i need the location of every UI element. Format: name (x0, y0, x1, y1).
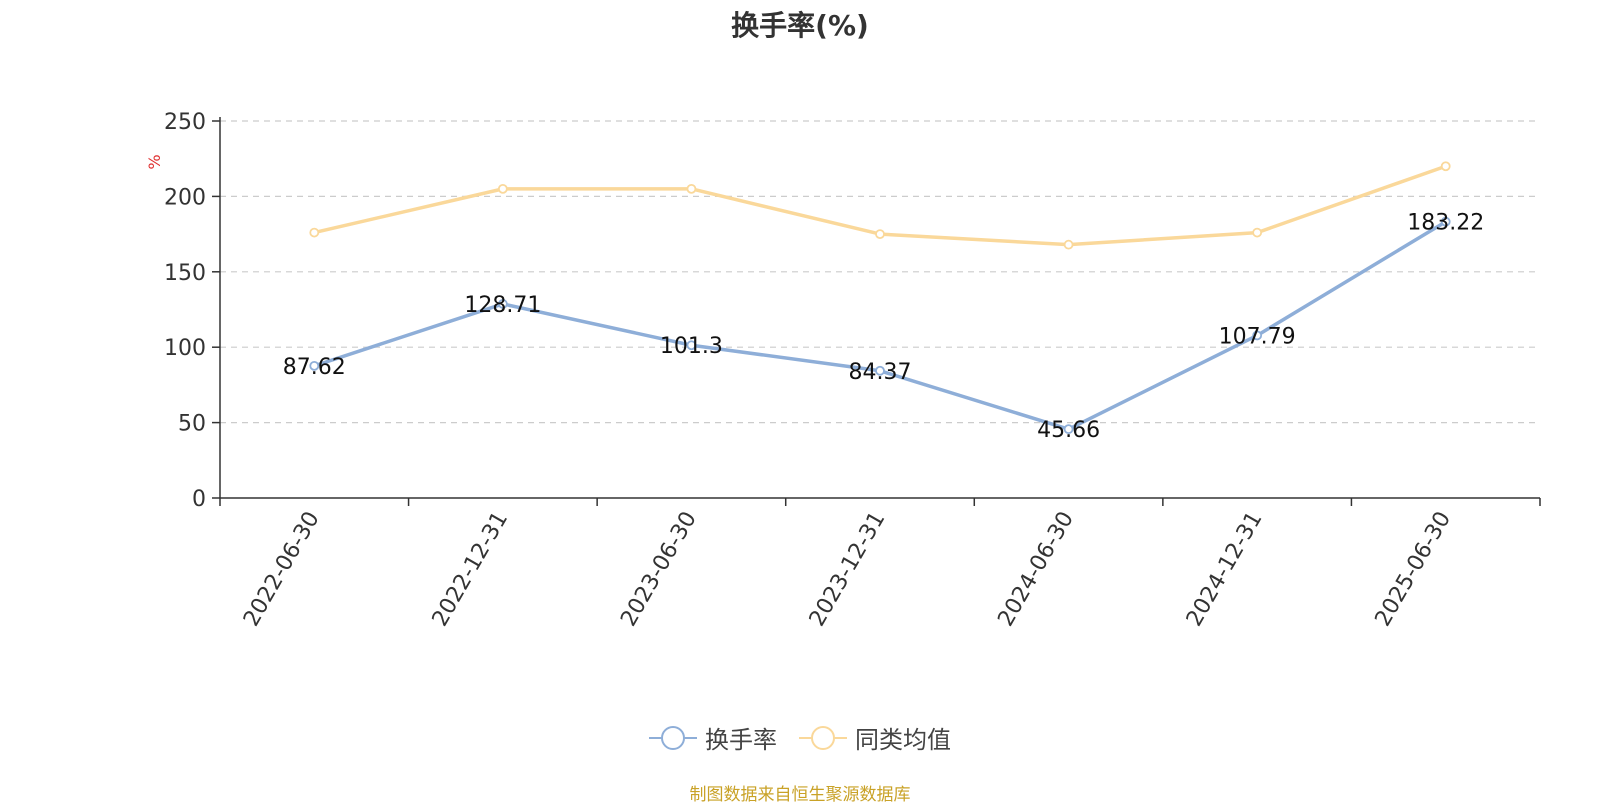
data-point (1252, 330, 1263, 341)
y-tick-label: 50 (178, 412, 206, 437)
data-label: 101.3 (660, 334, 723, 359)
y-tick-label: 100 (164, 336, 206, 361)
x-tick-label: 2023-06-30 (616, 508, 702, 631)
data-point (875, 229, 885, 240)
y-tick-label: 0 (192, 487, 206, 512)
x-tick-label: 2025-06-30 (1371, 508, 1457, 631)
data-point (1252, 227, 1263, 238)
series (309, 161, 1451, 435)
legend-item[interactable]: 换手率 (649, 720, 777, 755)
data-point (686, 340, 697, 351)
y-axis-unit-label: % (145, 154, 164, 169)
data-label: 183.22 (1407, 211, 1484, 236)
data-label: 128.71 (464, 293, 541, 318)
data-point (1440, 161, 1451, 172)
data-label: 45.66 (1037, 418, 1100, 443)
data-point (1063, 424, 1074, 435)
data-label: 87.62 (283, 355, 346, 380)
data-label: 84.37 (849, 360, 912, 385)
series-1 (309, 161, 1451, 250)
y-tick-label: 150 (164, 261, 206, 286)
chart-title: 换手率(%) (731, 9, 869, 42)
data-point (1063, 239, 1074, 250)
y-tick-label: 200 (164, 185, 206, 210)
grid-lines (220, 120, 1540, 424)
x-tick-label: 2022-06-30 (239, 508, 325, 631)
legend-label: 换手率 (705, 726, 777, 754)
data-point (686, 183, 697, 194)
data-labels: 87.62 128.71 101.3 84.37 45.66 107.79 183.22 (283, 211, 1484, 443)
data-point (1440, 216, 1451, 227)
legend-item[interactable]: 同类均值 (799, 720, 951, 755)
x-tick-label: 2023-12-31 (805, 508, 891, 631)
data-point (309, 360, 320, 371)
x-tick-label: 2022-12-31 (428, 508, 514, 631)
legend: 换手率 同类均值 (0, 720, 1600, 755)
data-point (497, 299, 508, 309)
legend-marker-icon (649, 725, 697, 750)
data-point (497, 183, 508, 194)
data-point (875, 365, 885, 376)
series-0 (309, 216, 1451, 435)
data-label: 107.79 (1219, 324, 1296, 349)
legend-marker-icon (799, 725, 847, 750)
legend-label: 同类均值 (855, 726, 951, 754)
x-tick-label: 2024-12-31 (1182, 508, 1268, 631)
x-tick-label: 2024-06-30 (993, 508, 1079, 631)
footer-credit: 制图数据来自恒生聚源数据库 (689, 785, 911, 805)
y-tick-label: 250 (164, 110, 206, 135)
data-point (309, 227, 320, 238)
